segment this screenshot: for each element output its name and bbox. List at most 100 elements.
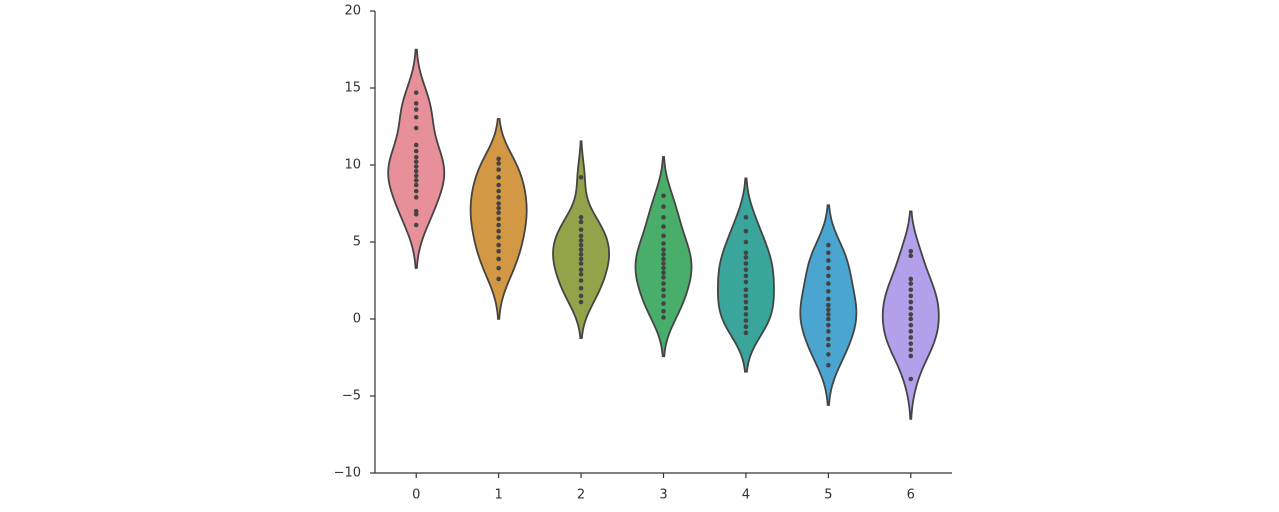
point [743, 215, 749, 220]
point [826, 288, 831, 294]
y-tick-label: 5 [353, 235, 361, 250]
point [496, 265, 501, 271]
point [413, 173, 419, 179]
point [826, 273, 831, 279]
point [908, 299, 914, 305]
point [826, 265, 831, 271]
point [496, 156, 501, 162]
point [908, 376, 914, 382]
point [413, 182, 419, 188]
point [496, 182, 501, 188]
point [413, 222, 419, 228]
point [743, 239, 749, 245]
x-tick-label: 6 [907, 488, 915, 503]
point [496, 201, 501, 206]
point [578, 227, 584, 232]
point [908, 312, 914, 317]
point [578, 285, 584, 291]
point [578, 278, 584, 283]
point [413, 164, 419, 169]
point [413, 107, 419, 112]
point [496, 222, 501, 228]
point [908, 322, 914, 328]
point [661, 261, 666, 266]
y-tick-label: 15 [344, 81, 361, 96]
x-tick-label: 1 [495, 488, 503, 503]
point [578, 272, 584, 277]
point [578, 267, 584, 273]
point [743, 299, 749, 305]
y-tick-label: 10 [344, 158, 361, 173]
point [496, 167, 501, 172]
point [908, 329, 914, 334]
point [496, 248, 501, 254]
point [578, 261, 584, 266]
point [743, 330, 749, 336]
point [578, 242, 584, 248]
x-tick-label: 3 [659, 488, 667, 503]
point [413, 142, 419, 148]
point [908, 276, 914, 282]
point [826, 336, 831, 342]
point [661, 224, 666, 229]
point [743, 305, 749, 311]
point [496, 188, 501, 194]
point [496, 216, 501, 222]
point [496, 242, 501, 248]
point [661, 252, 666, 257]
point [661, 309, 666, 314]
point [826, 312, 831, 317]
point [413, 195, 419, 200]
point [413, 155, 419, 160]
point [826, 316, 831, 322]
x-tick-label: 4 [742, 488, 750, 503]
y-tick-label: −10 [334, 466, 361, 481]
point [661, 301, 666, 306]
point [661, 247, 666, 252]
point [743, 261, 749, 266]
point [826, 342, 831, 348]
point [908, 253, 914, 259]
point [908, 293, 914, 299]
point [578, 293, 584, 299]
point [661, 275, 666, 280]
point [743, 324, 749, 330]
point [826, 296, 831, 302]
point [496, 256, 501, 262]
point [743, 267, 749, 273]
point [578, 256, 584, 262]
point [578, 215, 584, 220]
point [661, 265, 666, 271]
point [908, 353, 914, 359]
point [826, 242, 831, 248]
point [908, 335, 914, 340]
point [496, 228, 501, 234]
point [413, 125, 419, 131]
violin [634, 156, 693, 358]
point [743, 228, 749, 234]
point [496, 235, 501, 240]
point [743, 287, 749, 293]
point [826, 307, 831, 313]
point [826, 352, 831, 357]
point [743, 279, 749, 285]
point [413, 90, 419, 95]
point [908, 248, 914, 254]
y-tick-label: 20 [344, 4, 361, 19]
point [908, 347, 914, 353]
point [661, 233, 666, 239]
point [496, 276, 501, 282]
point [661, 215, 666, 220]
point [578, 175, 584, 180]
point [908, 287, 914, 293]
point [743, 318, 749, 323]
point [496, 210, 501, 216]
point [661, 241, 666, 246]
point [413, 101, 419, 106]
point [578, 238, 584, 243]
point [661, 256, 666, 262]
point [661, 315, 666, 320]
point [578, 219, 584, 225]
point [908, 281, 914, 286]
point [413, 178, 419, 183]
